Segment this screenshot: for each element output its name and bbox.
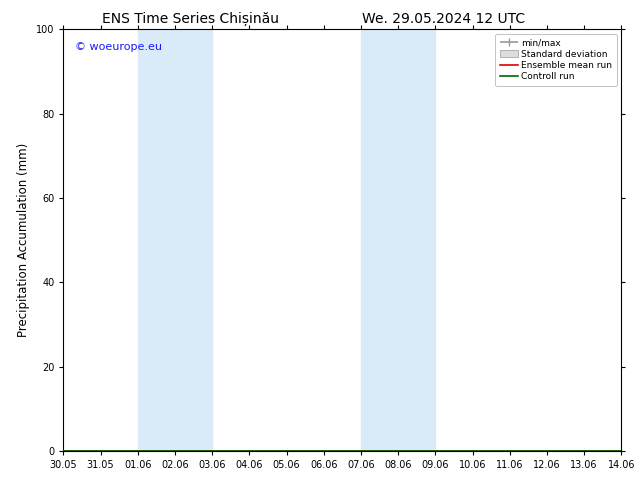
Text: © woeurope.eu: © woeurope.eu <box>75 42 162 52</box>
Text: ENS Time Series Chișinău: ENS Time Series Chișinău <box>101 12 279 26</box>
Y-axis label: Precipitation Accumulation (mm): Precipitation Accumulation (mm) <box>18 143 30 337</box>
Legend: min/max, Standard deviation, Ensemble mean run, Controll run: min/max, Standard deviation, Ensemble me… <box>495 34 617 86</box>
Text: We. 29.05.2024 12 UTC: We. 29.05.2024 12 UTC <box>362 12 526 26</box>
Bar <box>138 29 212 451</box>
Bar <box>361 29 436 451</box>
